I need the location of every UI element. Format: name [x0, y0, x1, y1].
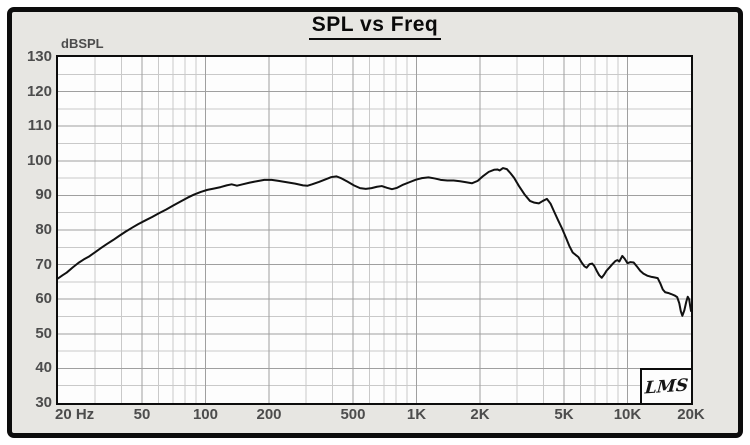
plot-area: LMS	[56, 55, 693, 405]
y-tick-label: 120	[26, 82, 52, 100]
y-tick-label: 70	[35, 255, 52, 273]
y-tick-label: 30	[35, 394, 52, 411]
y-axis-unit-label: dBSPL	[61, 36, 104, 51]
x-tick-label: 10K	[613, 406, 642, 423]
y-tick-label: 40	[35, 359, 52, 377]
y-tick-label: 100	[26, 151, 52, 169]
lms-logo-text: LMS	[644, 375, 689, 398]
lms-logo: LMS	[640, 368, 691, 403]
x-tick-label: 1K	[406, 406, 427, 423]
x-tick-label: 20K	[677, 406, 705, 423]
chart-title: SPL vs Freq	[308, 13, 442, 40]
x-tick-label: 100	[192, 406, 218, 423]
y-tick-label: 50	[35, 324, 52, 342]
x-tick-label: 2K	[470, 406, 490, 423]
x-tick-label: 20 Hz	[55, 406, 95, 423]
x-tick-label: 200	[256, 406, 282, 423]
x-tick-label: 5K	[554, 406, 574, 423]
grid-and-curve-canvas	[58, 57, 691, 403]
x-tick-label: 50	[133, 406, 151, 423]
x-tick-label: 500	[340, 406, 366, 423]
y-tick-label: 60	[35, 290, 52, 308]
y-tick-label: 80	[35, 221, 52, 238]
y-tick-label: 110	[27, 117, 52, 135]
title-bar: SPL vs Freq	[0, 13, 750, 40]
y-tick-label: 130	[26, 48, 52, 65]
spl-response-curve	[58, 167, 691, 317]
y-tick-label: 90	[35, 186, 52, 204]
